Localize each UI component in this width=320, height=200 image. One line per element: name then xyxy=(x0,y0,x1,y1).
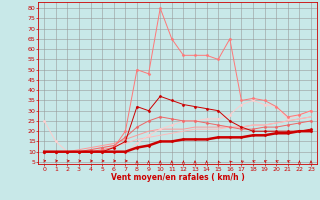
X-axis label: Vent moyen/en rafales ( km/h ): Vent moyen/en rafales ( km/h ) xyxy=(111,173,244,182)
